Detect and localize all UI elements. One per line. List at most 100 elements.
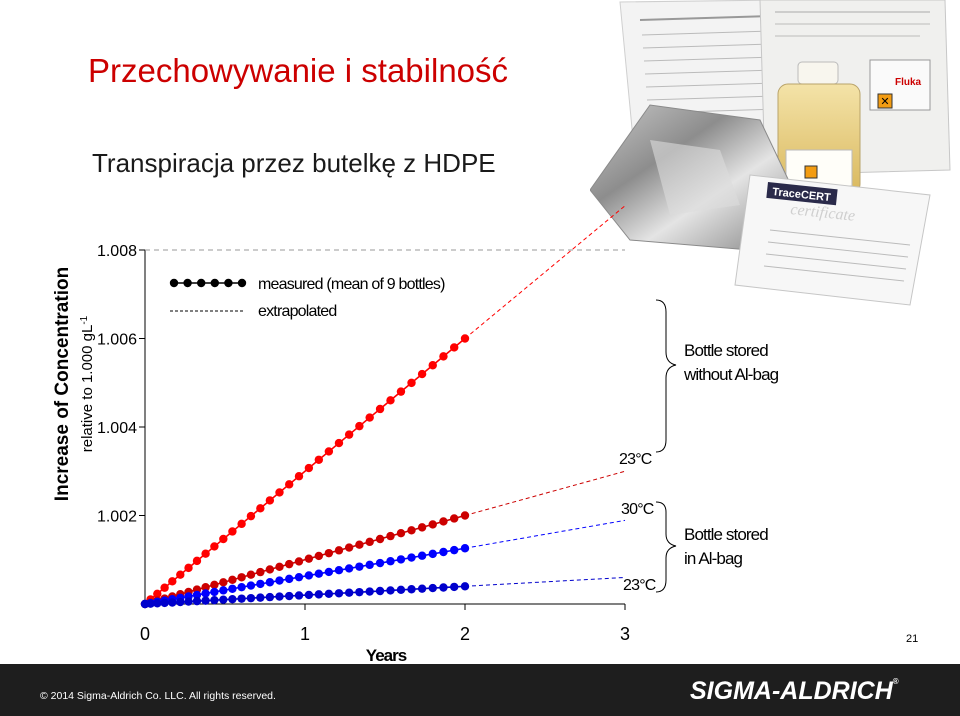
series-point bbox=[314, 590, 324, 599]
series-measured-line bbox=[144, 337, 466, 605]
series-point bbox=[146, 599, 155, 608]
series-point bbox=[439, 547, 448, 557]
legend-measured-marker bbox=[197, 278, 206, 288]
series-point bbox=[210, 587, 219, 597]
series-point bbox=[450, 582, 459, 592]
y-tick-label: 1.006 bbox=[97, 332, 137, 349]
series-point bbox=[275, 592, 284, 601]
series-point bbox=[210, 542, 219, 551]
series-point bbox=[450, 343, 459, 352]
series-point bbox=[275, 562, 284, 572]
series-point bbox=[314, 455, 324, 464]
series-point bbox=[228, 584, 237, 593]
series-point bbox=[460, 582, 470, 591]
series-point bbox=[219, 595, 228, 604]
label-23c-bottom: 23°C bbox=[623, 577, 656, 594]
series-point bbox=[294, 572, 304, 582]
series-point bbox=[314, 569, 324, 578]
series-point bbox=[428, 361, 437, 370]
series-point bbox=[192, 590, 202, 600]
series-point bbox=[375, 404, 385, 414]
series-point bbox=[275, 488, 284, 497]
series-point bbox=[219, 578, 228, 587]
series-point bbox=[439, 583, 448, 592]
certificate-word: certificate bbox=[790, 201, 856, 225]
x-axis-title: Years bbox=[366, 646, 407, 665]
series-point bbox=[334, 566, 344, 575]
series-point bbox=[417, 369, 427, 379]
series-point bbox=[176, 597, 185, 607]
series-point bbox=[265, 565, 275, 574]
series-point bbox=[324, 548, 334, 558]
series-point bbox=[184, 563, 193, 573]
series-point bbox=[237, 573, 246, 582]
series-point bbox=[396, 585, 406, 595]
series-point bbox=[407, 378, 416, 388]
series-point bbox=[285, 480, 294, 489]
group-top-line1: Bottle stored bbox=[684, 341, 768, 360]
footer-bar bbox=[0, 664, 960, 716]
series-point bbox=[365, 560, 374, 570]
svg-text:✕: ✕ bbox=[880, 95, 889, 108]
fluka-logo: Fluka bbox=[895, 77, 922, 88]
series-point bbox=[375, 558, 385, 568]
series-point bbox=[460, 544, 470, 553]
series-point bbox=[201, 583, 210, 592]
certificate-sheet-front: TraceCERT certificate bbox=[734, 174, 931, 306]
series-extrapolated-line bbox=[464, 576, 626, 587]
series-point bbox=[256, 504, 265, 513]
series-point bbox=[304, 463, 314, 473]
series-point bbox=[210, 595, 219, 605]
series-point bbox=[355, 540, 364, 549]
y-tick-label: 1.002 bbox=[97, 509, 137, 526]
series-point bbox=[439, 352, 448, 361]
series-point bbox=[304, 571, 314, 580]
series-point bbox=[324, 567, 334, 577]
legend-extrapolated-label: extrapolated bbox=[258, 303, 336, 320]
series-point bbox=[386, 557, 395, 566]
series-point bbox=[460, 511, 470, 520]
series-point bbox=[160, 583, 169, 592]
series-point bbox=[428, 549, 437, 559]
slide-subtitle: Transpiracja przez butelkę z HDPE bbox=[92, 148, 496, 178]
series-point bbox=[344, 588, 354, 597]
series-point bbox=[439, 517, 448, 526]
series-point bbox=[285, 574, 294, 584]
series-point bbox=[355, 587, 364, 597]
series-point bbox=[246, 593, 256, 603]
series-point bbox=[192, 596, 202, 606]
series-point bbox=[417, 523, 427, 532]
series-point bbox=[375, 534, 385, 544]
series-point bbox=[192, 556, 202, 566]
series-point bbox=[246, 581, 256, 590]
series-point bbox=[201, 589, 210, 598]
series-point bbox=[294, 472, 304, 481]
series-point bbox=[386, 396, 395, 405]
series-point bbox=[168, 598, 177, 607]
series-point bbox=[407, 526, 416, 535]
legend-measured-marker bbox=[169, 278, 179, 288]
series-point bbox=[256, 593, 265, 602]
series-point bbox=[228, 594, 237, 604]
y-axis-title: Increase of Concentration bbox=[52, 267, 73, 501]
y-tick-label: 1.004 bbox=[97, 420, 137, 437]
brace-bottom bbox=[655, 501, 677, 593]
series-extrapolated-line bbox=[464, 205, 626, 339]
series-point bbox=[365, 413, 374, 422]
series-point bbox=[160, 598, 169, 608]
series-point bbox=[365, 587, 374, 596]
series-point bbox=[184, 597, 193, 606]
series-point bbox=[275, 576, 284, 585]
series-point bbox=[450, 545, 459, 555]
series-point bbox=[314, 551, 324, 561]
series-point bbox=[265, 496, 275, 505]
y-axis-subtitle-text: relative to 1.000 gL bbox=[79, 325, 96, 453]
series-point bbox=[285, 591, 294, 601]
series-point bbox=[324, 447, 334, 456]
series-point bbox=[396, 387, 406, 396]
group-bottom-line2: in Al-bag bbox=[684, 549, 743, 568]
y-axis-subtitle-sup: -1 bbox=[79, 315, 90, 324]
series-point bbox=[256, 567, 265, 577]
series-point bbox=[201, 596, 210, 605]
